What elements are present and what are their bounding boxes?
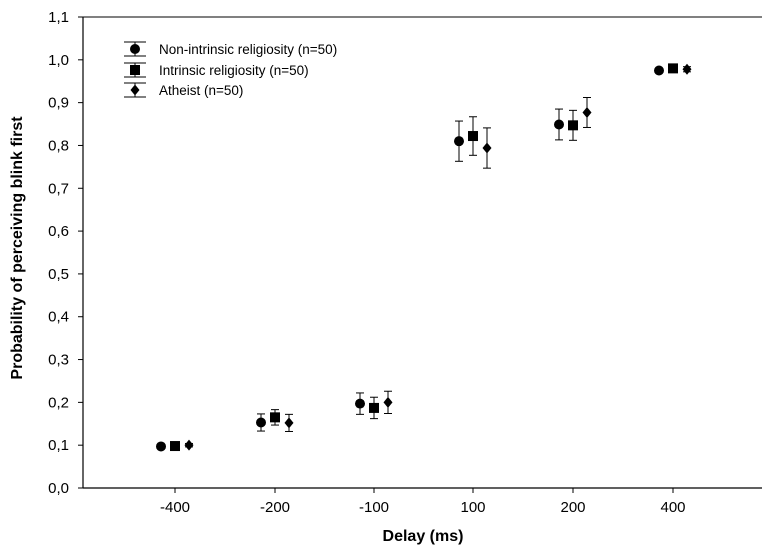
y-tick-label: 0,2 [48,394,69,411]
x-tick-labels: -400 -200 -100 100 200 400 [160,499,686,516]
plot-frame [78,16,762,493]
square-point [668,63,678,74]
circle-point [256,417,266,428]
legend-item: Non-intrinsic religiosity (n=50) [124,41,337,57]
y-tick-label: 0,0 [48,480,69,497]
y-tick-label: 0,7 [48,180,69,197]
diamond-point [682,63,692,75]
diamond-point [482,142,492,154]
legend-item: Intrinsic religiosity (n=50) [124,62,309,78]
circle-point [654,65,664,76]
circle-point [454,136,464,147]
legend-circle-icon [130,44,140,54]
x-tick-label: -400 [160,499,190,516]
legend: Non-intrinsic religiosity (n=50) Intrinsi… [124,41,337,98]
legend-label: Atheist (n=50) [159,83,243,98]
x-axis-title: Delay (ms) [383,528,464,545]
square-point [270,412,280,423]
y-tick-label: 1,1 [48,9,69,26]
square-point [170,441,180,452]
y-tick-labels: 0,0 0,1 0,2 0,3 0,4 0,5 0,6 0,7 0,8 0,9 1,0 1,1 [48,9,69,497]
error-bars [157,66,691,449]
diamond-point [383,396,393,408]
circle-point [156,441,166,452]
x-tick-label: 200 [560,499,585,516]
legend-item: Atheist (n=50) [124,82,243,98]
y-tick-label: 0,9 [48,95,69,112]
y-tick-label: 0,5 [48,266,69,283]
square-point [568,120,578,131]
circle-point [554,119,564,130]
square-point [369,402,379,413]
x-tick-label: -200 [260,499,290,516]
y-tick-label: 0,8 [48,137,69,154]
legend-diamond-icon [130,84,140,96]
diamond-point [582,106,592,118]
y-tick-label: 0,3 [48,352,69,369]
x-tick-label: 100 [460,499,485,516]
y-axis-title: Probability of perceiving blink first [9,116,26,380]
legend-square-icon [130,65,140,75]
y-tick-label: 0,1 [48,437,69,454]
x-tick-label: 400 [660,499,685,516]
circle-point [355,398,365,409]
y-tick-label: 1,0 [48,52,69,69]
data-markers [156,63,692,452]
diamond-point [184,439,194,451]
legend-label: Non-intrinsic religiosity (n=50) [159,42,337,57]
legend-label: Intrinsic religiosity (n=50) [159,63,309,78]
x-tick-label: -100 [359,499,389,516]
diamond-point [284,417,294,429]
y-tick-label: 0,4 [48,309,69,326]
y-tick-label: 0,6 [48,223,69,240]
square-point [468,131,478,142]
